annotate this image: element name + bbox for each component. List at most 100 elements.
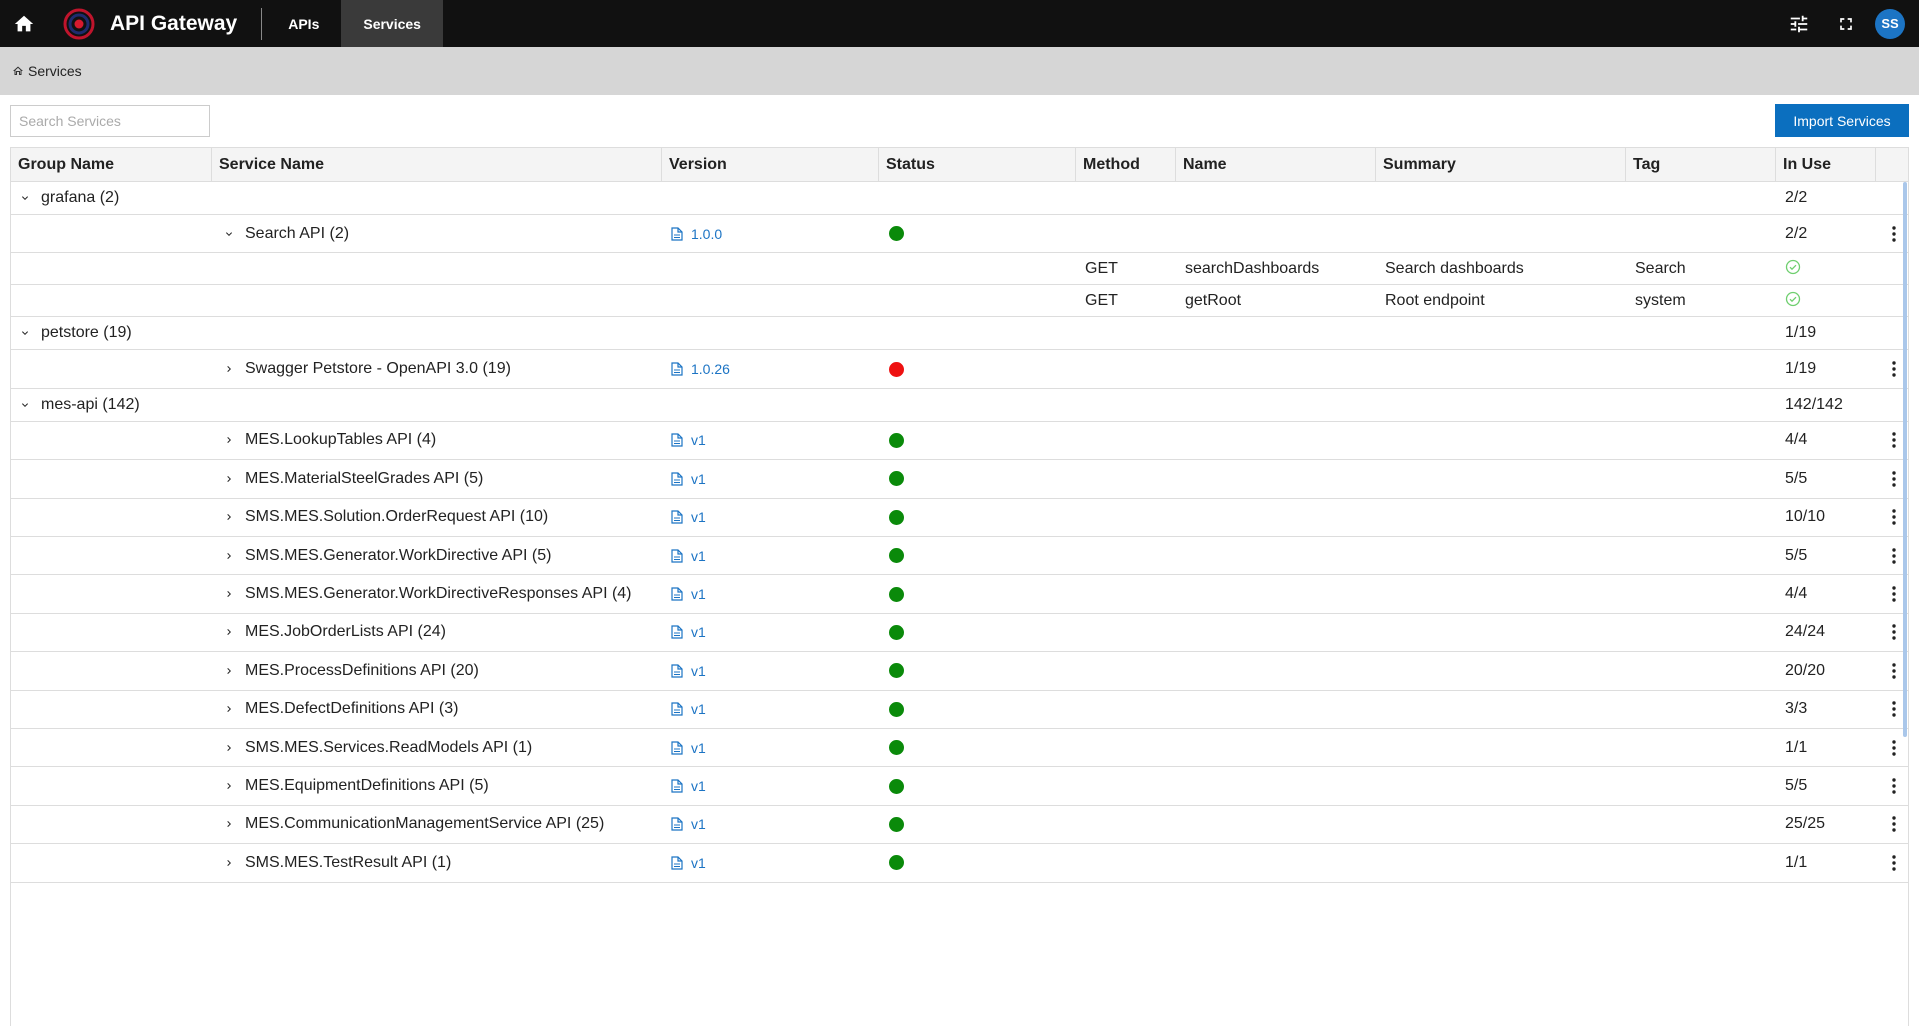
chevron-right-icon[interactable] xyxy=(221,663,237,679)
col-tag[interactable]: Tag xyxy=(1625,148,1775,182)
table-row[interactable]: SMS.MES.Solution.OrderRequest API (10) v1… xyxy=(11,499,1908,537)
version-link[interactable]: v1 xyxy=(671,691,706,728)
chevron-right-icon[interactable] xyxy=(221,586,237,602)
version-label[interactable]: v1 xyxy=(691,739,706,756)
service-name-cell[interactable]: MES.EquipmentDefinitions API (5) xyxy=(221,767,489,804)
version-link[interactable]: 1.0.26 xyxy=(671,350,730,387)
table-row[interactable]: SMS.MES.Services.ReadModels API (1) v1 1/1 xyxy=(11,729,1908,768)
service-name-cell[interactable]: SMS.MES.Services.ReadModels API (1) xyxy=(221,729,532,766)
more-vert-icon[interactable] xyxy=(1892,729,1896,766)
breadcrumb-label[interactable]: Services xyxy=(28,63,82,79)
chevron-down-icon[interactable] xyxy=(17,190,33,206)
version-label[interactable]: v1 xyxy=(691,816,706,833)
search-input[interactable] xyxy=(10,105,210,137)
chevron-right-icon[interactable] xyxy=(221,361,237,377)
chevron-right-icon[interactable] xyxy=(221,432,237,448)
home-button[interactable] xyxy=(0,0,48,47)
user-avatar[interactable]: SS xyxy=(1875,8,1905,39)
table-row[interactable]: MES.LookupTables API (4) v1 4/4 xyxy=(11,422,1908,461)
more-vert-icon[interactable] xyxy=(1892,350,1896,387)
group-row[interactable]: mes-api (142) 142/142 xyxy=(11,389,1908,422)
group-name-cell[interactable]: grafana (2) xyxy=(17,182,119,214)
version-label[interactable]: 1.0.26 xyxy=(691,361,730,378)
col-summary[interactable]: Summary xyxy=(1375,148,1625,182)
table-scrollbar[interactable] xyxy=(1903,182,1907,737)
more-vert-icon[interactable] xyxy=(1892,499,1896,536)
tab-services[interactable]: Services xyxy=(341,0,443,47)
service-name-cell[interactable]: MES.JobOrderLists API (24) xyxy=(221,614,446,651)
version-link[interactable]: v1 xyxy=(671,460,706,497)
chevron-right-icon[interactable] xyxy=(221,816,237,832)
chevron-right-icon[interactable] xyxy=(221,509,237,525)
col-in-use[interactable]: In Use xyxy=(1775,148,1875,182)
col-group-name[interactable]: Group Name xyxy=(18,156,115,173)
version-label[interactable]: 1.0.0 xyxy=(691,225,723,242)
service-name-cell[interactable]: SMS.MES.Solution.OrderRequest API (10) xyxy=(221,499,548,536)
group-name-cell[interactable]: mes-api (142) xyxy=(17,389,140,421)
version-label[interactable]: v1 xyxy=(691,547,706,564)
version-link[interactable]: v1 xyxy=(671,844,706,881)
import-services-button[interactable]: Import Services xyxy=(1775,104,1909,137)
more-vert-icon[interactable] xyxy=(1892,691,1896,728)
chevron-down-icon[interactable] xyxy=(221,226,237,242)
group-row[interactable]: petstore (19) 1/19 xyxy=(11,317,1908,351)
more-vert-icon[interactable] xyxy=(1892,537,1896,574)
chevron-right-icon[interactable] xyxy=(221,701,237,717)
tab-apis[interactable]: APIs xyxy=(288,15,320,32)
version-link[interactable]: v1 xyxy=(671,729,706,766)
version-label[interactable]: v1 xyxy=(691,432,706,449)
table-row[interactable]: Swagger Petstore - OpenAPI 3.0 (19) 1.0.2… xyxy=(11,350,1908,389)
endpoint-row[interactable]: GET searchDashboards Search dashboards Sear… xyxy=(11,253,1908,286)
more-vert-icon[interactable] xyxy=(1892,215,1896,252)
table-row[interactable]: MES.EquipmentDefinitions API (5) v1 5/5 xyxy=(11,767,1908,806)
service-name-cell[interactable]: MES.DefectDefinitions API (3) xyxy=(221,691,458,728)
service-name-cell[interactable]: MES.LookupTables API (4) xyxy=(221,422,436,459)
version-link[interactable]: v1 xyxy=(671,652,706,689)
chevron-right-icon[interactable] xyxy=(221,548,237,564)
col-method[interactable]: Method xyxy=(1075,148,1175,182)
version-label[interactable]: v1 xyxy=(691,624,706,641)
col-name[interactable]: Name xyxy=(1175,148,1375,182)
service-name-cell[interactable]: MES.CommunicationManagementService API (… xyxy=(221,806,604,843)
chevron-right-icon[interactable] xyxy=(221,778,237,794)
service-name-cell[interactable]: SMS.MES.TestResult API (1) xyxy=(221,844,451,881)
fullscreen-button[interactable] xyxy=(1822,0,1869,47)
table-row[interactable]: SMS.MES.TestResult API (1) v1 1/1 xyxy=(11,844,1908,883)
service-name-cell[interactable]: MES.MaterialSteelGrades API (5) xyxy=(221,460,483,497)
version-link[interactable]: v1 xyxy=(671,806,706,843)
more-vert-icon[interactable] xyxy=(1892,652,1896,689)
chevron-right-icon[interactable] xyxy=(221,855,237,871)
table-row[interactable]: Search API (2) 1.0.0 2/2 xyxy=(11,215,1908,254)
table-row[interactable]: MES.MaterialSteelGrades API (5) v1 5/5 xyxy=(11,460,1908,499)
table-row[interactable]: MES.CommunicationManagementService API (… xyxy=(11,806,1908,845)
version-link[interactable]: v1 xyxy=(671,537,706,574)
version-label[interactable]: v1 xyxy=(691,778,706,795)
more-vert-icon[interactable] xyxy=(1892,844,1896,881)
version-link[interactable]: v1 xyxy=(671,499,706,536)
service-name-cell[interactable]: Swagger Petstore - OpenAPI 3.0 (19) xyxy=(221,350,511,387)
app-logo[interactable] xyxy=(62,7,96,41)
service-name-cell[interactable]: Search API (2) xyxy=(221,215,349,252)
breadcrumb-home-icon[interactable] xyxy=(12,65,24,77)
table-row[interactable]: MES.DefectDefinitions API (3) v1 3/3 xyxy=(11,691,1908,729)
version-link[interactable]: v1 xyxy=(671,767,706,804)
version-label[interactable]: v1 xyxy=(691,509,706,526)
table-row[interactable]: SMS.MES.Generator.WorkDirective API (5) v… xyxy=(11,537,1908,576)
more-vert-icon[interactable] xyxy=(1892,806,1896,843)
more-vert-icon[interactable] xyxy=(1892,614,1896,651)
col-service-name[interactable]: Service Name xyxy=(211,148,661,182)
table-row[interactable]: SMS.MES.Generator.WorkDirectiveResponses… xyxy=(11,575,1908,614)
group-name-cell[interactable]: petstore (19) xyxy=(17,317,132,349)
service-name-cell[interactable]: MES.ProcessDefinitions API (20) xyxy=(221,652,479,689)
service-name-cell[interactable]: SMS.MES.Generator.WorkDirective API (5) xyxy=(221,537,551,574)
settings-button[interactable] xyxy=(1775,0,1822,47)
chevron-right-icon[interactable] xyxy=(221,624,237,640)
service-name-cell[interactable]: SMS.MES.Generator.WorkDirectiveResponses… xyxy=(221,575,632,612)
version-label[interactable]: v1 xyxy=(691,854,706,871)
table-row[interactable]: MES.JobOrderLists API (24) v1 24/24 xyxy=(11,614,1908,653)
chevron-right-icon[interactable] xyxy=(221,471,237,487)
chevron-down-icon[interactable] xyxy=(17,325,33,341)
more-vert-icon[interactable] xyxy=(1892,767,1896,804)
version-label[interactable]: v1 xyxy=(691,586,706,603)
version-link[interactable]: v1 xyxy=(671,614,706,651)
